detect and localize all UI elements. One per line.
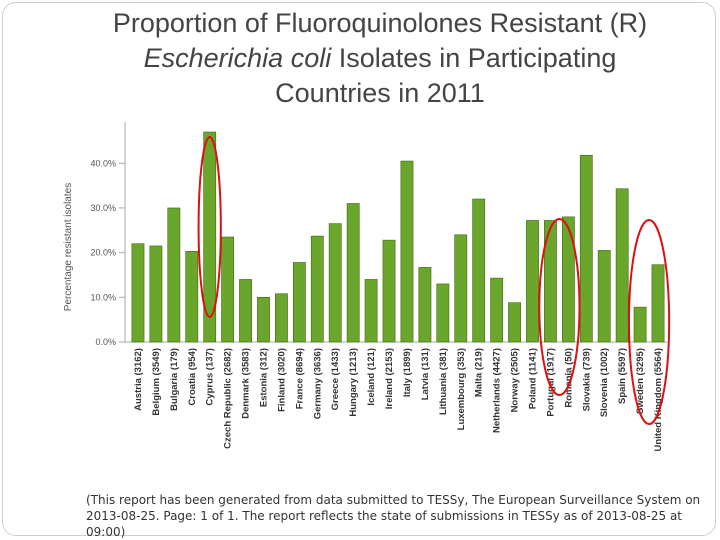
category-label: Belgium (3549) bbox=[151, 348, 162, 416]
bar bbox=[561, 216, 575, 343]
chart-container: Percentage resistant isolates 0.0% 10.0% 20… bbox=[55, 112, 675, 462]
category-label: Bulgaria (179) bbox=[169, 348, 180, 411]
category-label: Finland (3020) bbox=[276, 348, 287, 412]
bar bbox=[472, 198, 486, 343]
category-label: Sweden (3295) bbox=[635, 348, 646, 414]
y-tick-label: 40.0% bbox=[90, 158, 116, 168]
category-label: Netherlands (4427) bbox=[492, 348, 503, 433]
bar bbox=[257, 297, 270, 343]
bar-chart: Percentage resistant isolates 0.0% 10.0% 20… bbox=[63, 122, 671, 451]
category-label: Portugal (1917) bbox=[545, 348, 556, 417]
title-line-3: Countries in 2011 bbox=[275, 78, 485, 108]
category-label: Cyprus (137) bbox=[205, 348, 216, 406]
bar bbox=[544, 220, 557, 343]
category-label: Greece (1433) bbox=[330, 348, 341, 410]
bar bbox=[436, 283, 450, 343]
bar bbox=[454, 234, 468, 343]
category-label: Lithuania (381) bbox=[438, 348, 449, 415]
bar bbox=[167, 207, 181, 343]
category-label: Iceland (121) bbox=[366, 348, 377, 406]
bar bbox=[508, 302, 521, 343]
category-label: Poland (1141) bbox=[528, 348, 539, 409]
y-tick-label: 10.0% bbox=[90, 292, 116, 302]
slide-title: Proportion of Fluoroquinolones Resistant… bbox=[60, 6, 700, 111]
bar bbox=[292, 262, 306, 343]
y-axis-label: Percentage resistant isolates bbox=[63, 183, 74, 311]
category-label: Italy (1899) bbox=[402, 348, 413, 397]
category-label: Denmark (3583) bbox=[241, 348, 252, 419]
bar bbox=[275, 293, 288, 343]
category-label: Croatia (954) bbox=[187, 348, 198, 406]
y-tick-label: 20.0% bbox=[90, 248, 116, 258]
category-label: Hungary (1213) bbox=[348, 348, 359, 417]
category-label: Spain (5597) bbox=[617, 348, 628, 404]
y-tick-label: 0.0% bbox=[95, 337, 116, 347]
title-line-2-rest: Isolates in Participating bbox=[331, 43, 617, 73]
bar bbox=[579, 154, 593, 343]
bar bbox=[239, 279, 252, 343]
bar bbox=[203, 131, 217, 343]
category-label: Luxembourg (353) bbox=[456, 348, 467, 430]
category-label: Estonia (312) bbox=[259, 348, 270, 407]
category-label: Germany (3636) bbox=[312, 348, 323, 419]
bar bbox=[597, 250, 611, 343]
category-label: Latvia (131) bbox=[420, 348, 431, 400]
bar bbox=[526, 220, 539, 343]
bar bbox=[651, 264, 665, 343]
bar bbox=[346, 203, 360, 343]
title-species: Escherichia coli bbox=[143, 43, 332, 73]
title-line-2: Escherichia coli Isolates in Participati… bbox=[60, 41, 700, 76]
highlight-ellipse-sweden-uk bbox=[627, 219, 671, 425]
highlight-ellipse-cyprus bbox=[197, 136, 222, 318]
category-label: Malta (219) bbox=[474, 348, 485, 397]
category-label: Romania (50) bbox=[563, 348, 574, 408]
category-label: Slovenia (1002) bbox=[599, 348, 610, 417]
category-label: United Kingdom (5564) bbox=[653, 348, 664, 451]
title-line-1: Proportion of Fluoroquinolones Resistant… bbox=[112, 8, 648, 38]
category-label: Ireland (2153) bbox=[384, 348, 395, 409]
y-tick-label: 30.0% bbox=[90, 203, 116, 213]
footnote: (This report has been generated from dat… bbox=[86, 493, 701, 539]
category-label: Czech Republic (2682) bbox=[223, 348, 234, 449]
bar bbox=[131, 243, 145, 343]
category-label: Slovakia (739) bbox=[581, 348, 592, 411]
bar bbox=[615, 188, 629, 343]
highlight-ellipse-portugal-romania bbox=[538, 218, 581, 396]
bar bbox=[149, 245, 163, 343]
bar bbox=[310, 235, 324, 343]
bar bbox=[490, 277, 504, 343]
bar bbox=[364, 279, 378, 343]
category-label: Norway (2505) bbox=[510, 348, 521, 412]
bar bbox=[418, 267, 432, 343]
category-label: Austria (3162) bbox=[133, 348, 144, 411]
bar bbox=[185, 250, 199, 343]
bar bbox=[328, 223, 342, 343]
bar bbox=[400, 160, 414, 343]
bar bbox=[221, 236, 235, 343]
bar bbox=[633, 306, 647, 343]
category-label: France (8694) bbox=[294, 348, 305, 409]
bar bbox=[382, 239, 396, 343]
